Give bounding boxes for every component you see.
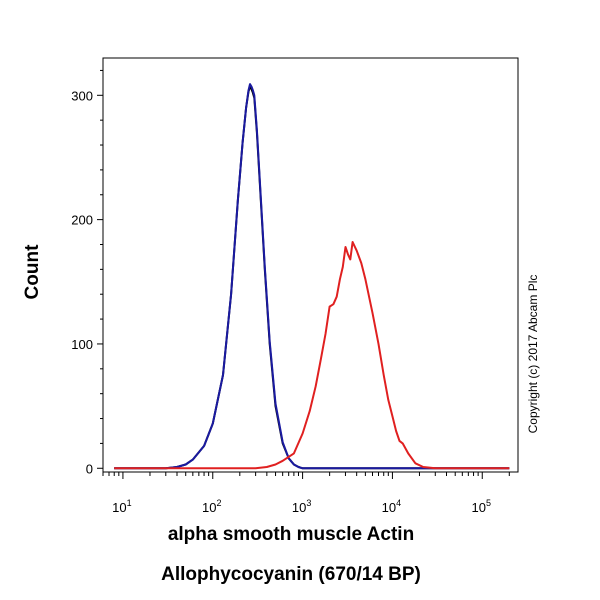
x-axis: 101 102 103 104 105 (102, 472, 510, 515)
y-tick-label: 300 (71, 88, 93, 103)
x-tick-label-exponent: 4 (396, 498, 401, 508)
series-line-red (114, 241, 510, 470)
y-axis-title: Count (22, 244, 43, 300)
x-tick-label-exponent: 2 (216, 498, 221, 508)
y-axis: 0 100 200 300 (71, 69, 103, 476)
x-tick-label: 104 (382, 498, 401, 515)
x-axis-title: alpha smooth muscle Actin (168, 524, 414, 545)
x-tick-label: 101 (112, 498, 131, 515)
x-tick-label-base: 10 (202, 500, 216, 515)
series-line-blue (114, 83, 510, 470)
copyright-annotation: Copyright (c) 2017 Abcam Plc (526, 275, 540, 434)
x-tick-label: 103 (292, 498, 311, 515)
x-tick-label-base: 10 (472, 500, 486, 515)
series-line-black (114, 85, 510, 470)
series-layer (114, 83, 510, 470)
y-tick-label: 200 (71, 213, 93, 228)
x-tick-label-base: 10 (112, 500, 126, 515)
y-tick-label: 100 (71, 337, 93, 352)
x-tick-label: 102 (202, 498, 221, 515)
x-tick-label-base: 10 (382, 500, 396, 515)
x-tick-label-base: 10 (292, 500, 306, 515)
plot-frame (102, 57, 519, 473)
y-tick-label: 0 (86, 461, 93, 476)
x-tick-label-exponent: 3 (306, 498, 311, 508)
x-tick-label-exponent: 5 (486, 498, 491, 508)
x-axis-title-channel: Allophycocyanin (670/14 BP) (161, 564, 421, 585)
x-tick-label: 105 (472, 498, 491, 515)
x-tick-label-exponent: 1 (127, 498, 132, 508)
